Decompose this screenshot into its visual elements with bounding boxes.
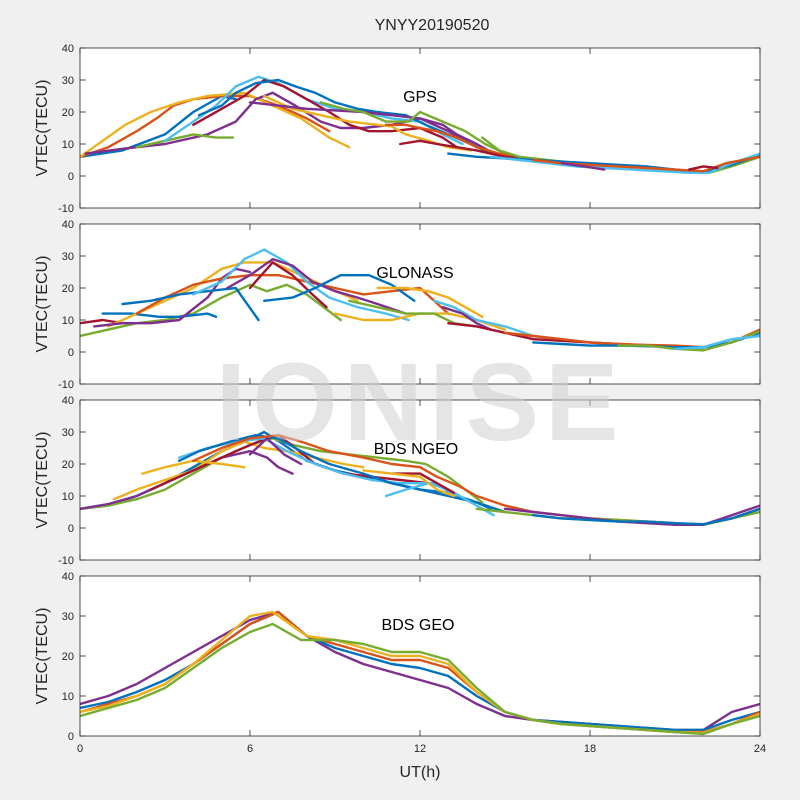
y-tick-label: 40 bbox=[62, 219, 74, 231]
series-group bbox=[80, 610, 760, 736]
x-tick-label: 24 bbox=[754, 743, 766, 755]
y-tick-label: 0 bbox=[68, 171, 74, 183]
y-tick-label: 20 bbox=[62, 459, 74, 471]
series-line bbox=[248, 261, 328, 309]
series-line bbox=[248, 101, 495, 155]
series-line bbox=[673, 334, 760, 350]
series-line bbox=[192, 248, 410, 322]
y-tick-label: -10 bbox=[58, 379, 74, 391]
series-group bbox=[80, 75, 760, 174]
series-line bbox=[80, 91, 351, 158]
series-line bbox=[178, 434, 492, 510]
x-axis-label: UT(h) bbox=[400, 764, 441, 781]
series-line bbox=[362, 469, 456, 498]
y-tick-label: 0 bbox=[68, 523, 74, 535]
y-tick-label: 10 bbox=[62, 691, 74, 703]
series-line bbox=[390, 472, 456, 494]
y-tick-label: 40 bbox=[62, 43, 74, 55]
series-line bbox=[226, 258, 407, 315]
subplot-panel: -10 0 10 20 30 40 VTEC(TECU) GPS bbox=[34, 43, 761, 215]
y-tick-label: -10 bbox=[58, 203, 74, 215]
series-line bbox=[560, 162, 606, 171]
y-tick-label: 10 bbox=[62, 315, 74, 327]
series-line bbox=[319, 101, 507, 155]
series-line bbox=[441, 306, 492, 331]
subplot-stack: -10 0 10 20 30 40 VTEC(TECU) GPS -10 0 10 20 30 40 VTE… bbox=[34, 43, 766, 755]
y-tick-label: 10 bbox=[62, 491, 74, 503]
x-tick-label: 18 bbox=[584, 743, 596, 755]
series-line bbox=[532, 507, 760, 526]
series-line bbox=[376, 286, 484, 318]
panel-annotation: BDS GEO bbox=[382, 617, 455, 634]
series-line bbox=[101, 312, 218, 318]
y-tick-label: -10 bbox=[58, 555, 74, 567]
y-tick-label: 30 bbox=[62, 251, 74, 263]
series-line bbox=[80, 622, 760, 736]
series-line bbox=[688, 165, 719, 171]
subplot-panel: -10 0 10 20 30 40 VTEC(TECU) BDS NGEO bbox=[34, 395, 761, 567]
series-line bbox=[248, 437, 303, 466]
y-tick-label: 30 bbox=[62, 75, 74, 87]
x-tick-label: 12 bbox=[414, 743, 426, 755]
y-tick-label: 0 bbox=[68, 731, 74, 743]
panel-annotation: BDS NGEO bbox=[374, 441, 458, 458]
plot-area bbox=[80, 224, 760, 384]
panel-annotation: GPS bbox=[403, 89, 437, 106]
y-axis-label: VTEC(TECU) bbox=[34, 432, 51, 529]
subplot-panel: 0 10 20 30 40 0 6 12 18 24 VTEC(TECU) BDS GEO bbox=[34, 571, 766, 755]
plot-area bbox=[80, 400, 760, 560]
series-line bbox=[121, 286, 260, 322]
y-tick-label: 40 bbox=[62, 571, 74, 583]
figure-title: YNYY20190520 bbox=[375, 17, 490, 34]
series-line bbox=[489, 152, 760, 174]
y-tick-label: 30 bbox=[62, 611, 74, 623]
y-tick-label: 20 bbox=[62, 651, 74, 663]
y-tick-label: 10 bbox=[62, 139, 74, 151]
watermark: IONISE bbox=[216, 341, 625, 464]
x-tick-label: 6 bbox=[247, 743, 253, 755]
series-line bbox=[135, 133, 235, 149]
y-axis-label: VTEC(TECU) bbox=[34, 608, 51, 705]
series-group bbox=[80, 248, 760, 352]
series-line bbox=[617, 330, 760, 352]
y-tick-label: 20 bbox=[62, 283, 74, 295]
y-tick-label: 30 bbox=[62, 427, 74, 439]
y-tick-label: 20 bbox=[62, 107, 74, 119]
panel-annotation: GLONASS bbox=[376, 265, 453, 282]
subplot-panel: -10 0 10 20 30 40 VTEC(TECU) GLONASS bbox=[34, 219, 761, 391]
y-axis-label: VTEC(TECU) bbox=[34, 80, 51, 177]
series-line bbox=[384, 123, 521, 158]
x-tick-label: 0 bbox=[77, 743, 83, 755]
series-line bbox=[263, 274, 416, 302]
y-tick-label: 0 bbox=[68, 347, 74, 359]
y-tick-label: 40 bbox=[62, 395, 74, 407]
y-axis-label: VTEC(TECU) bbox=[34, 256, 51, 353]
series-group bbox=[80, 430, 760, 526]
